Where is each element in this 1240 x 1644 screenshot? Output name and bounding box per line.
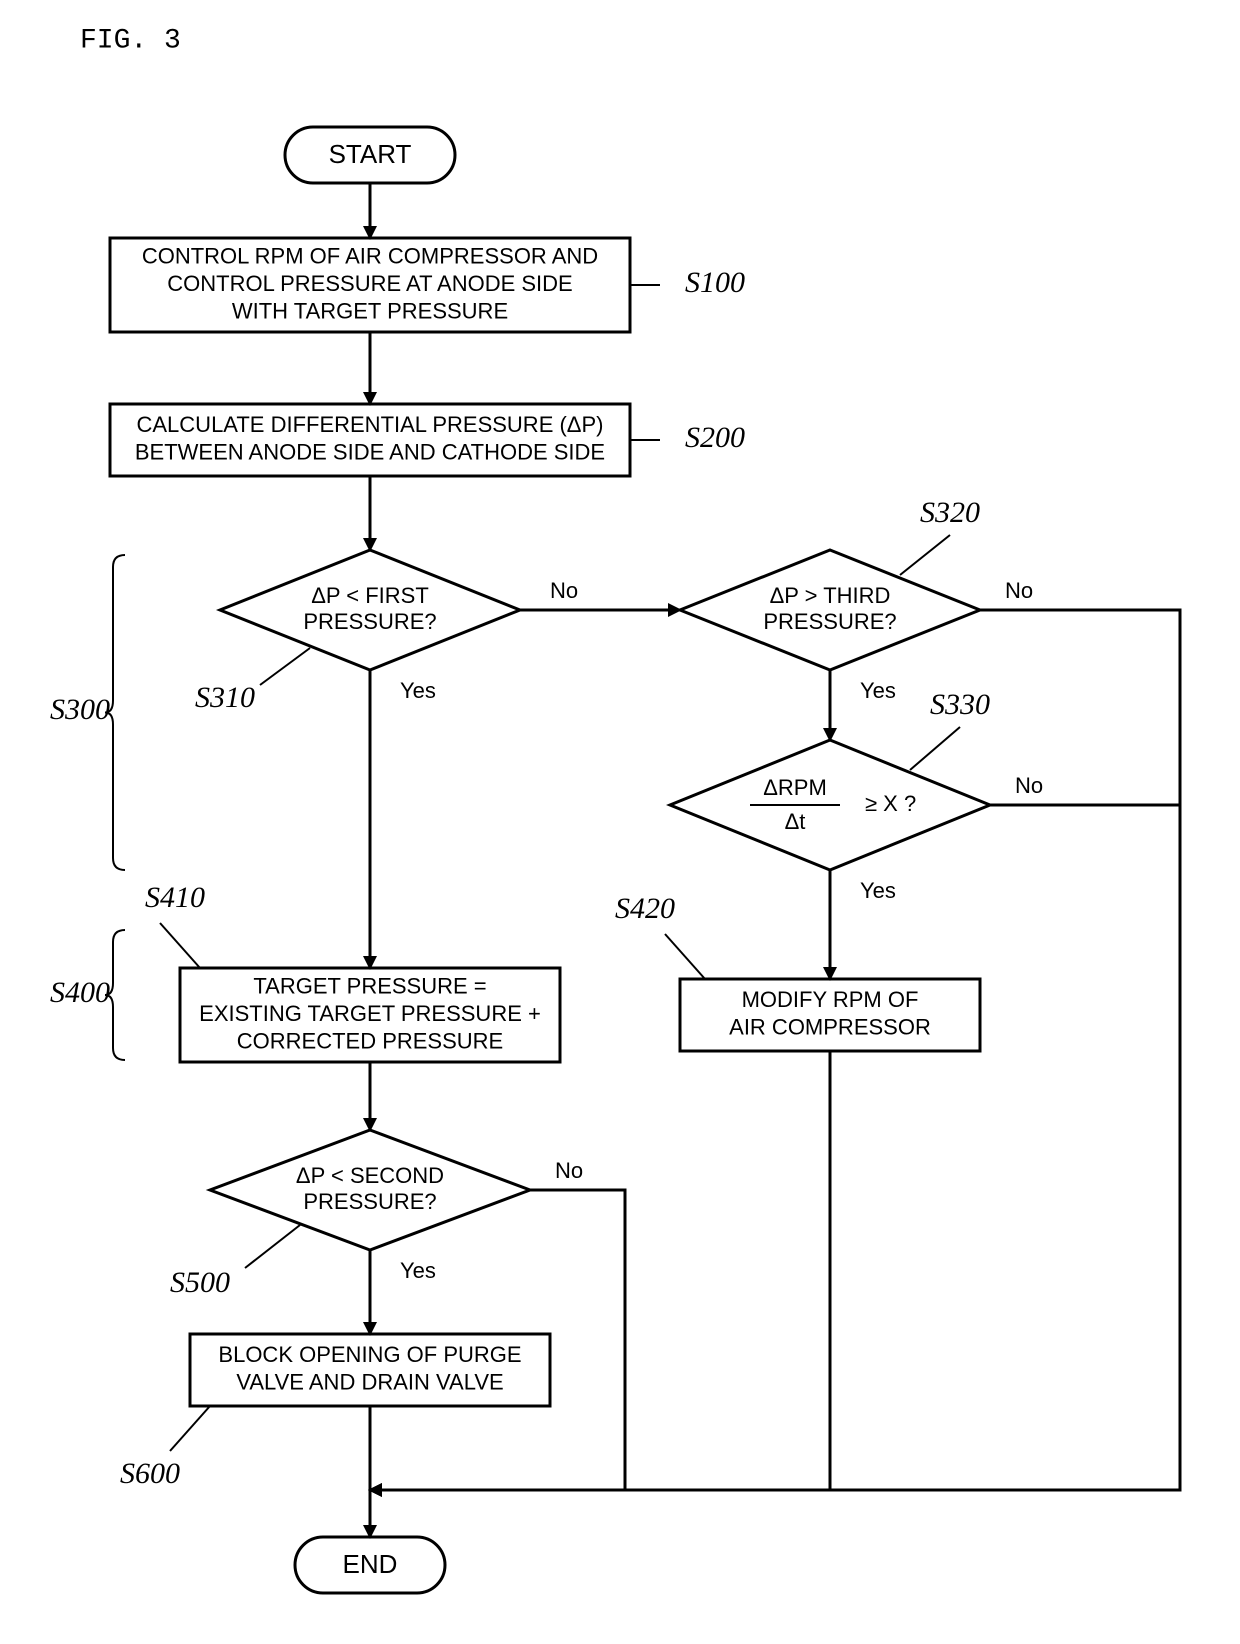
label-s410: S410 [145,881,205,914]
svg-text:CORRECTED PRESSURE: CORRECTED PRESSURE [237,1028,503,1053]
label-s200: S200 [685,421,745,454]
svg-text:ΔP > THIRD: ΔP > THIRD [770,583,891,608]
svg-text:No: No [555,1158,583,1183]
diamond-s320: ΔP > THIRDPRESSURE? [680,550,980,670]
box-s600: BLOCK OPENING OF PURGE VALVE AND DRAIN VA… [190,1334,550,1406]
svg-text:ΔP < SECOND: ΔP < SECOND [296,1163,444,1188]
svg-text:Yes: Yes [860,878,896,903]
label-s320: S320 [920,496,980,529]
svg-text:PRESSURE?: PRESSURE? [763,609,896,634]
diamond-s500: ΔP < SECONDPRESSURE? [210,1130,530,1250]
svg-text:EXISTING TARGET PRESSURE +: EXISTING TARGET PRESSURE + [199,1001,541,1026]
svg-text:No: No [1005,578,1033,603]
brace-s400-label: S400 [50,976,110,1009]
edge-s420-merge [370,1051,830,1490]
svg-text:Yes: Yes [400,678,436,703]
svg-text:ΔRPM: ΔRPM [763,775,827,800]
label-s420: S420 [615,892,675,925]
svg-text:TARGET PRESSURE =: TARGET PRESSURE = [253,973,486,998]
svg-text:START: START [329,139,412,169]
svg-text:AIR COMPRESSOR: AIR COMPRESSOR [729,1015,931,1040]
end-terminal: END [295,1537,445,1593]
svg-text:Δt: Δt [785,809,806,834]
svg-text:PRESSURE?: PRESSURE? [303,609,436,634]
box-s420: MODIFY RPM OF AIR COMPRESSOR [680,979,980,1051]
svg-text:Yes: Yes [400,1258,436,1283]
svg-text:No: No [1015,773,1043,798]
svg-text:ΔP < FIRST: ΔP < FIRST [311,583,429,608]
label-s500: S500 [170,1266,230,1299]
flowchart-canvas: FIG. 3 START CONTROL RPM OF AIR COMPRESSOR… [0,0,1240,1644]
label-s100: S100 [685,266,745,299]
label-s330: S330 [930,688,990,721]
box-s200: CALCULATE DIFFERENTIAL PRESSURE (ΔP) BETW… [110,404,630,476]
box-s100: CONTROL RPM OF AIR COMPRESSOR AND CONTROL… [110,238,630,332]
svg-text:BETWEEN ANODE SIDE AND CATHODE: BETWEEN ANODE SIDE AND CATHODE SIDE [135,440,605,465]
figure-label: FIG. 3 [80,25,181,56]
svg-text:PRESSURE?: PRESSURE? [303,1189,436,1214]
svg-text:CALCULATE DIFFERENTIAL PRESSUR: CALCULATE DIFFERENTIAL PRESSURE (ΔP) [137,412,604,437]
start-terminal: START [285,127,455,183]
brace-s300-label: S300 [50,693,110,726]
svg-text:MODIFY RPM OF: MODIFY RPM OF [742,987,919,1012]
svg-text:CONTROL RPM OF AIR COMPRESSOR: CONTROL RPM OF AIR COMPRESSOR AND [142,243,598,268]
svg-text:WITH TARGET PRESSURE: WITH TARGET PRESSURE [232,298,508,323]
label-s310: S310 [195,681,255,714]
label-s600: S600 [120,1457,180,1490]
svg-text:≥ X ?: ≥ X ? [865,791,916,816]
svg-text:CONTROL PRESSURE AT ANODE SIDE: CONTROL PRESSURE AT ANODE SIDE [167,271,572,296]
diamond-s310: ΔP < FIRSTPRESSURE? [220,550,520,670]
svg-text:BLOCK OPENING OF PURGE: BLOCK OPENING OF PURGE [218,1342,521,1367]
svg-text:No: No [550,578,578,603]
box-s410: TARGET PRESSURE = EXISTING TARGET PRESSUR… [180,968,560,1062]
svg-text:END: END [343,1549,398,1579]
svg-text:VALVE AND DRAIN VALVE: VALVE AND DRAIN VALVE [236,1370,503,1395]
svg-text:Yes: Yes [860,678,896,703]
diamond-s330: ΔRPM Δt ≥ X ? [670,740,990,870]
